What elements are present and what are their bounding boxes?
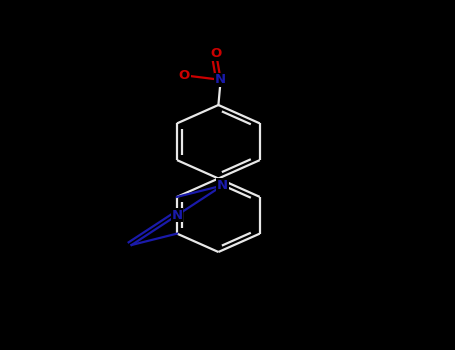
Text: O: O — [179, 69, 190, 82]
Text: N: N — [217, 179, 228, 192]
Text: N: N — [172, 209, 182, 222]
Text: N: N — [215, 73, 226, 86]
Text: O: O — [211, 47, 222, 60]
